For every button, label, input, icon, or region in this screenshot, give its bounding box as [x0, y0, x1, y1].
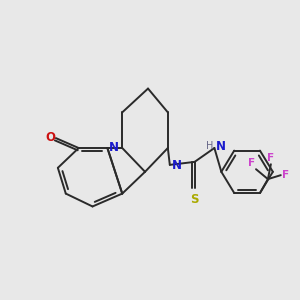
- Text: F: F: [282, 170, 289, 180]
- Text: F: F: [248, 158, 255, 168]
- Text: H: H: [206, 141, 213, 151]
- Text: F: F: [267, 153, 274, 163]
- Text: N: N: [172, 159, 182, 172]
- Text: S: S: [190, 193, 199, 206]
- Text: N: N: [215, 140, 225, 152]
- Text: N: N: [108, 140, 118, 154]
- Text: O: O: [45, 130, 55, 144]
